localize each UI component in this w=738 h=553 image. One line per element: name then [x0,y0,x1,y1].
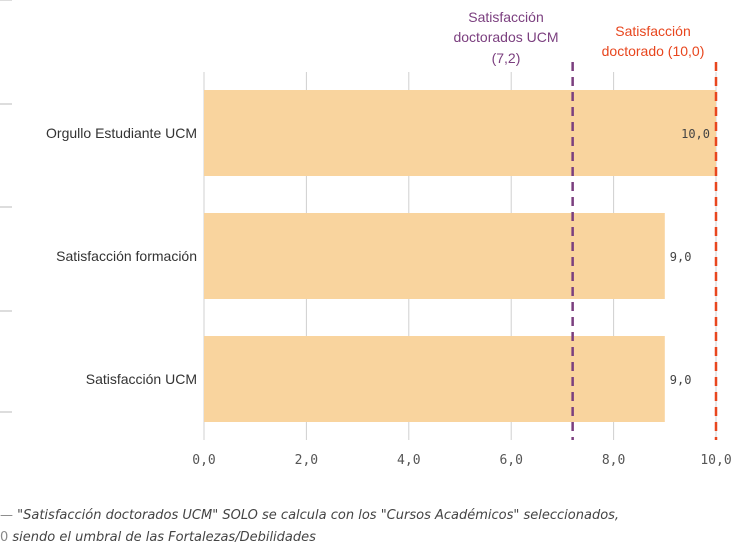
bar-chart: 0,0 2,0 4,0 6,0 8,0 10,0 Orgullo Estudiante UC… [0,0,732,468]
reference-lines [571,62,718,440]
x-tick-label: 6,0 [499,453,522,468]
category-label: Satisfacción formación [56,248,197,264]
x-tick-label: 8,0 [602,453,625,468]
reference-line-label: Satisfacción [615,23,690,39]
x-tick-label: 2,0 [295,453,318,468]
value-label: 9,0 [670,250,692,264]
reference-line-label: doctorados UCM [453,29,558,45]
left-edge-ticks [0,0,12,413]
footnote-line-2: 0 siendo el umbral de las Fortalezas/Deb… [0,530,316,545]
x-tick-label: 10,0 [700,453,731,468]
bars [204,90,716,422]
reference-line-label: (7,2) [492,50,521,66]
x-tick-label: 4,0 [397,453,420,468]
value-label: 9,0 [670,373,692,387]
reference-line-label: doctorado (10,0) [602,43,705,59]
category-label: Orgullo Estudiante UCM [46,125,197,141]
footnote-line-1: — "Satisfacción doctorados UCM" SOLO se … [0,508,620,523]
bar [204,213,665,299]
x-tick-label: 0,0 [192,453,215,468]
value-label: 10,0 [681,127,710,141]
bar [204,90,716,176]
bar [204,336,665,422]
labels: 0,0 2,0 4,0 6,0 8,0 10,0 Orgullo Estudiante UC… [46,9,732,468]
category-label: Satisfacción UCM [86,371,197,387]
reference-line-label: Satisfacción [468,9,543,25]
